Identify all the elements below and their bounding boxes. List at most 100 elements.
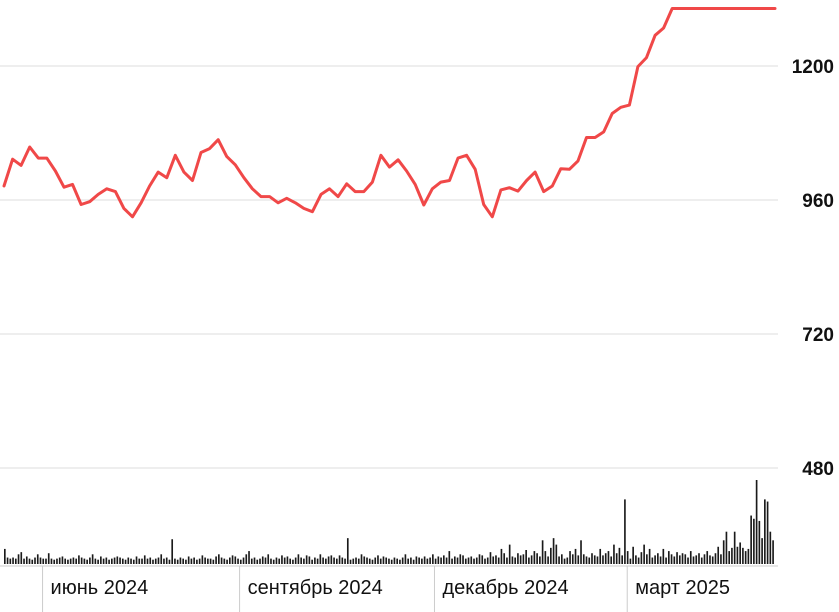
volume-bar — [602, 555, 604, 564]
volume-bar — [393, 557, 396, 564]
volume-bar — [764, 499, 766, 564]
volume-bar — [105, 557, 108, 564]
volume-bar — [80, 557, 83, 564]
volume-bar — [574, 548, 577, 564]
volume-bar — [242, 557, 245, 564]
volume-bar — [160, 554, 163, 564]
volume-bar — [67, 559, 69, 564]
volume-bar — [508, 544, 511, 564]
volume-bar — [418, 557, 420, 564]
volume-bar — [75, 558, 77, 564]
volume-bar — [297, 554, 300, 564]
volume-bar — [190, 558, 193, 564]
volume-bar — [283, 557, 286, 564]
volume-bar — [231, 555, 234, 564]
volume-bar — [618, 547, 621, 564]
volume-bar — [143, 555, 146, 564]
volume-bar — [558, 556, 560, 564]
volume-bar — [303, 558, 305, 564]
volume-bar — [750, 515, 752, 564]
volume-bar — [338, 555, 341, 564]
volume-bar — [448, 551, 451, 564]
volume-bar — [341, 557, 344, 564]
volume-bar — [769, 531, 772, 564]
volume-bar — [355, 557, 357, 564]
volume-bar — [138, 558, 141, 564]
volume-bar — [511, 556, 514, 564]
volume-bar — [700, 557, 703, 564]
volume-bar — [495, 555, 497, 564]
volume-bar — [308, 556, 311, 564]
volume-bar — [709, 555, 711, 564]
y-tick-label-720: 720 — [802, 325, 834, 346]
volume-bar — [314, 557, 316, 564]
volume-bar — [50, 558, 53, 564]
volume-bar — [204, 557, 206, 564]
volume-bar — [165, 557, 168, 564]
volume-bar — [563, 558, 566, 564]
volume-bar — [681, 553, 684, 564]
x-month-label: сентябрь 2024 — [248, 577, 383, 599]
volume-bar — [654, 555, 656, 564]
volume-bar — [228, 557, 231, 564]
volume-bar — [91, 554, 94, 564]
volume-bar — [711, 556, 714, 564]
volume-bar — [278, 558, 281, 564]
volume-bar — [657, 553, 659, 564]
volume-bar — [706, 551, 709, 564]
volume-bar — [478, 554, 481, 564]
volume-bar — [23, 558, 25, 564]
volume-bar — [410, 557, 412, 564]
volume-bar — [292, 559, 294, 564]
volume-bar — [220, 557, 223, 564]
volume-bar — [536, 553, 538, 564]
volume-bar — [396, 558, 399, 564]
volume-bar — [89, 557, 91, 564]
volume-bar — [593, 555, 596, 564]
volume-bar — [443, 555, 445, 564]
volume-bar — [514, 557, 516, 564]
horizontal-gridlines — [0, 65, 778, 469]
volume-bar — [610, 556, 613, 564]
volume-bar — [451, 558, 453, 564]
volume-bar — [517, 553, 519, 564]
volume-bar — [670, 554, 673, 564]
volume-bar — [149, 557, 152, 564]
volume-bar — [146, 558, 149, 564]
volume-bar — [434, 558, 437, 564]
volume-bar — [588, 557, 591, 564]
volume-bar — [689, 551, 692, 564]
volume-bar — [97, 559, 99, 564]
volume-bar — [86, 559, 88, 564]
volume-bar — [316, 558, 319, 564]
volume-bar — [239, 559, 242, 564]
volume-bar — [492, 556, 495, 564]
volume-bar — [69, 558, 72, 564]
volume-bar — [415, 556, 418, 564]
volume-bar — [385, 557, 388, 564]
volume-bar — [31, 559, 34, 564]
volume-bar — [56, 558, 58, 564]
volume-bar — [519, 555, 522, 564]
x-axis: июнь 2024 сентябрь 2024 декабрь 2024 март 2… — [0, 565, 778, 612]
volume-bar — [626, 551, 629, 564]
volume-bar — [596, 556, 599, 564]
volume-bar — [253, 557, 256, 564]
volume-bar — [744, 551, 747, 564]
volume-bar — [267, 554, 270, 564]
volume-bar — [311, 559, 313, 564]
volume-bar — [539, 556, 541, 564]
volume-bar — [624, 499, 626, 564]
volume-bar — [223, 558, 226, 564]
volume-bar — [366, 557, 368, 564]
volume-bar — [218, 554, 220, 564]
volume-bar — [407, 558, 409, 564]
volume-bar — [346, 538, 349, 564]
volume-bar — [272, 559, 275, 564]
volume-bar — [456, 557, 459, 564]
volume-bar — [566, 557, 569, 564]
x-month-label: июнь 2024 — [51, 577, 149, 599]
volume-bar — [127, 557, 130, 564]
volume-bar — [132, 559, 135, 564]
volume-bar — [569, 551, 571, 564]
